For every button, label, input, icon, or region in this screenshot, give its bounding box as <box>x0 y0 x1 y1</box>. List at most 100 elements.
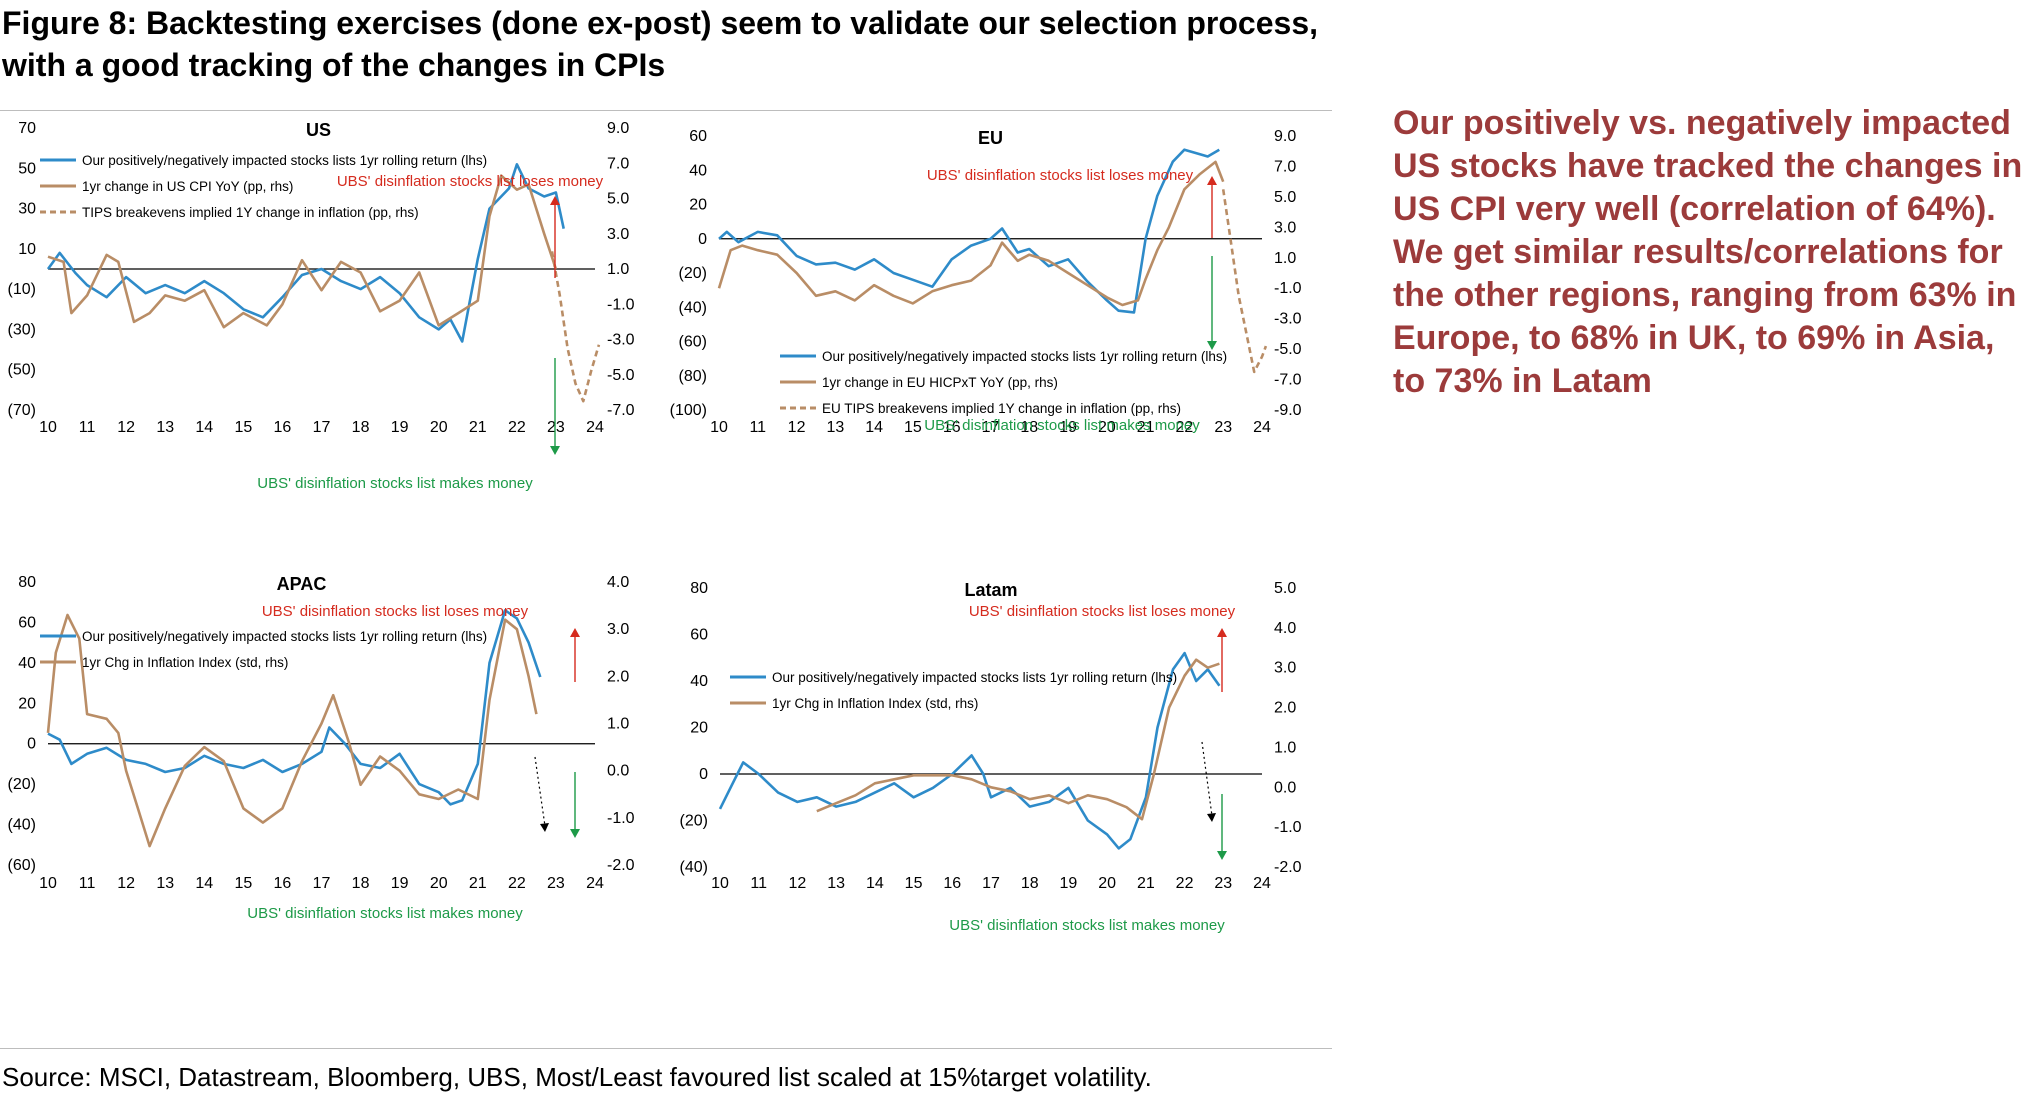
y-left-tick-label: (60) <box>8 857 36 874</box>
x-tick-label: 22 <box>1176 419 1194 436</box>
down-arrow-head <box>550 446 560 455</box>
top-divider <box>0 110 1332 111</box>
up-arrow-head <box>1207 176 1217 185</box>
y-left-tick-label: (80) <box>679 368 707 385</box>
series-line-2 <box>816 658 1220 821</box>
x-tick-label: 15 <box>904 419 922 436</box>
x-tick-label: 18 <box>352 875 370 892</box>
x-tick-label: 15 <box>234 875 252 892</box>
legend-label: Our positively/negatively impacted stock… <box>82 629 487 644</box>
x-tick-label: 12 <box>117 875 135 892</box>
y-right-tick-label: 1.0 <box>607 261 629 278</box>
projection-arrow-line <box>1201 741 1213 817</box>
y-left-tick-label: 30 <box>18 201 36 218</box>
x-tick-label: 24 <box>586 419 604 436</box>
x-tick-label: 18 <box>352 419 370 436</box>
x-tick-label: 24 <box>1253 875 1271 892</box>
apac-chart: 80 60 40 20 0 (20) (40) (60) 4.0 3.0 2.0 1.0 0.0 -1.0… <box>8 574 635 922</box>
y-left-tick-label: 20 <box>689 197 707 214</box>
annotation-makes-money: UBS' disinflation stocks list makes mone… <box>257 475 533 492</box>
y-left-tick-label: 50 <box>18 160 36 177</box>
callout-text: Our positively vs. negatively impacted U… <box>1393 104 2023 400</box>
x-tick-label: 17 <box>982 419 1000 436</box>
x-tick-label: 22 <box>508 419 526 436</box>
down-arrow-head <box>570 829 580 838</box>
legend-label: 1yr change in US CPI YoY (pp, rhs) <box>82 179 293 194</box>
y-right-tick-label: 2.0 <box>1274 700 1296 717</box>
y-left-tick-label: (50) <box>8 362 36 379</box>
x-tick-label: 16 <box>274 419 292 436</box>
y-right-tick-label: 3.0 <box>607 226 629 243</box>
y-left-tick-label: 80 <box>18 574 36 591</box>
y-right-tick-label: 5.0 <box>1274 189 1296 206</box>
x-tick-label: 14 <box>866 875 884 892</box>
y-left-tick-label: 60 <box>690 627 708 644</box>
x-tick-label: 10 <box>39 875 57 892</box>
y-right-tick-label: 7.0 <box>607 155 629 172</box>
x-tick-label: 14 <box>865 419 883 436</box>
x-tick-label: 23 <box>547 875 565 892</box>
y-left-tick-label: (60) <box>679 334 707 351</box>
figure-title: Figure 8: Backtesting exercises (done ex… <box>2 5 1318 83</box>
x-tick-label: 16 <box>274 875 292 892</box>
x-tick-label: 11 <box>750 875 767 892</box>
x-tick-label: 14 <box>195 875 213 892</box>
down-arrow-head <box>1217 851 1227 860</box>
y-left-tick-label: (40) <box>680 859 708 876</box>
y-left-tick-label: (20) <box>679 265 707 282</box>
y-right-tick-label: -3.0 <box>1274 311 1302 328</box>
x-tick-label: 15 <box>905 875 923 892</box>
x-tick-label: 19 <box>391 419 409 436</box>
y-right-tick-label: 4.0 <box>607 574 629 591</box>
legend-label: TIPS breakevens implied 1Y change in inf… <box>82 205 419 220</box>
y-right-tick-label: -9.0 <box>1274 402 1302 419</box>
y-right-tick-label: -1.0 <box>607 296 635 313</box>
y-left-tick-label: (40) <box>8 817 36 834</box>
x-tick-label: 15 <box>234 419 252 436</box>
x-tick-label: 10 <box>710 419 728 436</box>
y-left-tick-label: 40 <box>689 162 707 179</box>
y-right-tick-label: -1.0 <box>1274 280 1302 297</box>
y-left-tick-label: 40 <box>18 655 36 672</box>
y-right-tick-label: 9.0 <box>1274 128 1296 145</box>
y-right-tick-label: -7.0 <box>607 402 635 419</box>
legend-label: Our positively/negatively impacted stock… <box>82 153 487 168</box>
y-left-tick-label: (70) <box>8 402 36 419</box>
y-left-tick-label: 20 <box>18 695 36 712</box>
y-left-tick-label: (40) <box>679 299 707 316</box>
y-left-tick-label: (100) <box>670 402 707 419</box>
x-tick-label: 20 <box>430 419 448 436</box>
up-arrow-head <box>570 628 580 637</box>
bottom-divider <box>0 1048 1332 1049</box>
annotation-loses-money: UBS' disinflation stocks list loses mone… <box>969 603 1236 620</box>
panel-title: EU <box>978 128 1003 148</box>
x-tick-label: 17 <box>982 875 1000 892</box>
series-line-3 <box>550 251 601 403</box>
y-left-tick-label: 0 <box>699 766 708 783</box>
annotation-loses-money: UBS' disinflation stocks list loses mone… <box>262 603 529 620</box>
y-right-tick-label: 0.0 <box>1274 779 1296 796</box>
y-right-tick-label: -2.0 <box>1274 859 1302 876</box>
series-line-3 <box>1221 189 1268 374</box>
x-tick-label: 18 <box>1021 875 1039 892</box>
x-tick-label: 16 <box>943 419 961 436</box>
y-right-tick-label: 3.0 <box>1274 219 1296 236</box>
up-arrow-head <box>550 196 560 205</box>
panel-title: Latam <box>964 580 1017 600</box>
annotation-loses-money: UBS' disinflation stocks list loses mone… <box>927 167 1194 184</box>
series-line-2 <box>717 160 1225 307</box>
x-tick-label: 13 <box>827 875 845 892</box>
legend-label: 1yr change in EU HICPxT YoY (pp, rhs) <box>822 375 1058 390</box>
x-tick-label: 11 <box>749 419 766 436</box>
y-left-tick-label: 40 <box>690 673 708 690</box>
x-tick-label: 23 <box>1214 875 1232 892</box>
x-tick-label: 21 <box>1137 419 1155 436</box>
x-tick-label: 24 <box>1253 419 1271 436</box>
legend-label: EU TIPS breakevens implied 1Y change in … <box>822 401 1181 416</box>
x-tick-label: 21 <box>1137 875 1155 892</box>
x-tick-label: 22 <box>508 875 526 892</box>
x-tick-label: 24 <box>586 875 604 892</box>
y-right-tick-label: 5.0 <box>607 191 629 208</box>
up-arrow-head <box>1217 628 1227 637</box>
eu-chart: 60 40 20 0 (20) (40) (60) (80) (100) 9.0 7.0 5.0 3.0… <box>670 128 1302 436</box>
